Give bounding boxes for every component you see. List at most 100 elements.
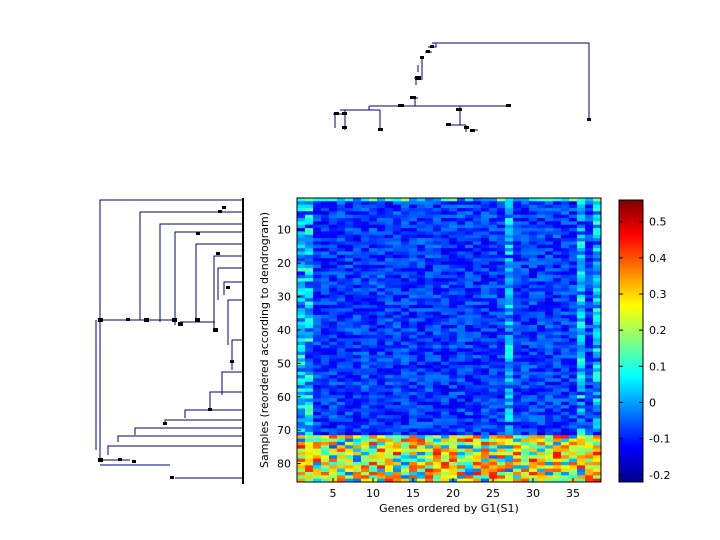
heatmap-cell bbox=[537, 294, 546, 299]
heatmap-cell bbox=[465, 425, 474, 429]
heatmap-cell bbox=[561, 451, 570, 456]
heatmap-cell bbox=[361, 221, 370, 226]
heatmap-cell bbox=[305, 421, 314, 426]
heatmap-cell bbox=[361, 411, 370, 416]
heatmap-cell bbox=[329, 234, 338, 239]
heatmap-cell bbox=[321, 458, 330, 463]
heatmap-cell bbox=[465, 418, 474, 423]
heatmap-cell bbox=[385, 378, 394, 383]
heatmap-cell bbox=[473, 395, 482, 399]
heatmap-cell bbox=[337, 278, 346, 282]
heatmap-cell bbox=[385, 324, 394, 329]
heatmap-cell bbox=[305, 468, 314, 473]
heatmap-cell bbox=[297, 234, 306, 239]
heatmap-cell bbox=[457, 254, 466, 259]
heatmap-cell bbox=[401, 421, 410, 426]
heatmap-cell bbox=[409, 411, 418, 416]
heatmap-cell bbox=[505, 258, 514, 262]
heatmap-cell bbox=[385, 431, 394, 436]
heatmap-cell bbox=[329, 451, 338, 456]
heatmap-cell bbox=[361, 388, 370, 393]
heatmap-cell bbox=[545, 471, 554, 476]
heatmap-cell bbox=[417, 405, 426, 409]
heatmap-cell bbox=[537, 268, 546, 272]
heatmap-cell bbox=[569, 301, 578, 306]
heatmap-cell bbox=[585, 271, 594, 276]
heatmap-cell bbox=[569, 278, 578, 282]
heatmap-cell bbox=[553, 368, 562, 373]
heatmap-cell bbox=[497, 338, 506, 343]
heatmap-cell bbox=[305, 198, 314, 202]
heatmap-cell bbox=[537, 408, 546, 413]
heatmap-cell bbox=[297, 221, 306, 226]
heatmap-cell bbox=[577, 334, 586, 339]
heatmap-cell bbox=[497, 271, 506, 276]
heatmap-cell bbox=[545, 214, 554, 219]
heatmap-cell bbox=[593, 278, 602, 282]
heatmap-cell bbox=[305, 438, 314, 443]
heatmap-cell bbox=[489, 365, 498, 369]
heatmap-cell bbox=[513, 425, 522, 429]
heatmap-cell bbox=[297, 435, 306, 439]
heatmap-cell bbox=[393, 378, 402, 383]
heatmap-cell bbox=[321, 435, 330, 439]
heatmap-cell bbox=[521, 421, 530, 426]
heatmap-cell bbox=[529, 465, 538, 470]
heatmap-cell bbox=[321, 268, 330, 272]
heatmap-cell bbox=[481, 388, 490, 393]
heatmap-cell bbox=[585, 328, 594, 333]
heatmap-cell bbox=[337, 228, 346, 232]
heatmap-cell bbox=[553, 221, 562, 226]
heatmap-cell bbox=[537, 228, 546, 232]
heatmap-cell bbox=[473, 338, 482, 343]
heatmap-cell bbox=[545, 435, 554, 439]
heatmap-cell bbox=[569, 308, 578, 312]
heatmap-cell bbox=[497, 368, 506, 373]
heatmap-cell bbox=[561, 405, 570, 409]
heatmap-cell bbox=[505, 461, 514, 466]
heatmap-cell bbox=[417, 438, 426, 443]
heatmap-cell bbox=[505, 375, 514, 379]
heatmap-cell bbox=[545, 238, 554, 242]
heatmap-cell bbox=[329, 401, 338, 406]
heatmap-cell bbox=[433, 268, 442, 272]
heatmap-cell bbox=[337, 411, 346, 416]
heatmap-cell bbox=[305, 331, 314, 336]
heatmap-cell bbox=[585, 438, 594, 443]
heatmap-cell bbox=[361, 208, 370, 212]
heatmap-cell bbox=[585, 198, 594, 202]
heatmap-cell bbox=[585, 324, 594, 329]
heatmap-cell bbox=[433, 221, 442, 226]
heatmap-cell bbox=[529, 281, 538, 286]
heatmap-cell bbox=[321, 471, 330, 476]
heatmap-cell bbox=[393, 425, 402, 429]
heatmap-cell bbox=[345, 254, 354, 259]
heatmap-cell bbox=[337, 234, 346, 239]
heatmap-cell bbox=[441, 258, 450, 262]
heatmap-cell bbox=[585, 258, 594, 262]
heatmap-cell bbox=[553, 391, 562, 396]
heatmap-cell bbox=[457, 465, 466, 470]
heatmap-cell bbox=[569, 238, 578, 242]
heatmap-cell bbox=[361, 198, 370, 202]
heatmap-cell bbox=[593, 241, 602, 246]
heatmap-cell bbox=[489, 248, 498, 252]
heatmap-cell bbox=[353, 298, 362, 302]
heatmap-cell bbox=[521, 258, 530, 262]
heatmap-cell bbox=[585, 365, 594, 369]
heatmap-cell bbox=[537, 345, 546, 349]
heatmap-cell bbox=[457, 365, 466, 369]
heatmap-cell bbox=[569, 411, 578, 416]
heatmap-cell bbox=[329, 304, 338, 309]
heatmap-cell bbox=[489, 324, 498, 329]
heatmap-cell bbox=[577, 264, 586, 269]
heatmap-cell bbox=[569, 438, 578, 443]
heatmap-cell bbox=[537, 198, 546, 202]
heatmap-cell bbox=[529, 338, 538, 343]
heatmap-cell bbox=[457, 321, 466, 326]
heatmap-cell bbox=[585, 241, 594, 246]
x-tick-label: 20 bbox=[446, 487, 460, 500]
heatmap-cell bbox=[513, 421, 522, 426]
y-tick-label: 60 bbox=[277, 391, 291, 404]
heatmap-cell bbox=[545, 431, 554, 436]
